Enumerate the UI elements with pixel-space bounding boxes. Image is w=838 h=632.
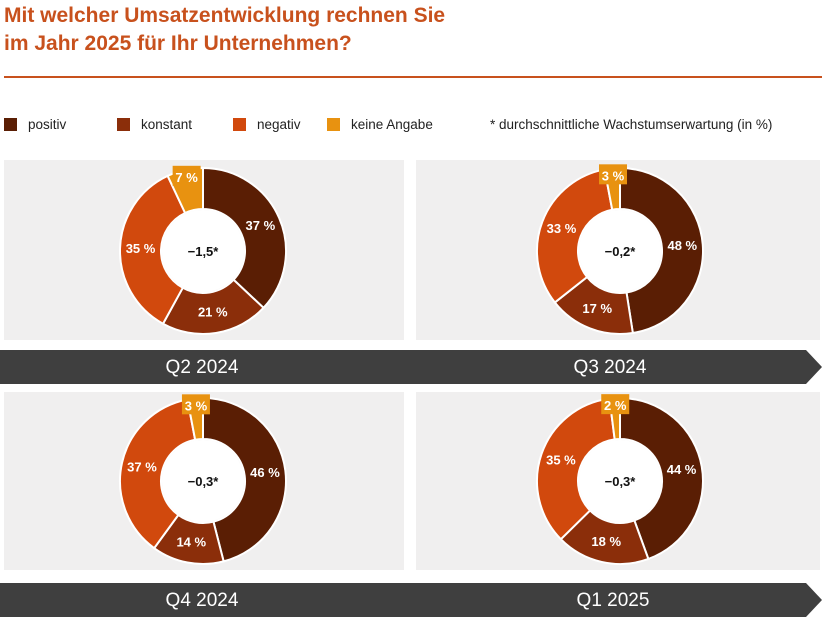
- legend-note: * durchschnittliche Wachstumserwartung (…: [490, 117, 773, 132]
- center-label-q1-2025: −0,3*: [605, 474, 637, 489]
- value-label-q4-2024-konstant: 14 %: [176, 534, 206, 549]
- legend-item-negativ: negativ: [233, 117, 301, 132]
- legend-label-positiv: positiv: [28, 117, 67, 132]
- panel-q2-2024: 37 % 21 % 35 % 7 % −1,5*: [4, 160, 404, 340]
- label-bg-q4-2024-keine-angabe: [181, 394, 210, 415]
- donut-q1-2025: 44 % 18 % 35 % 2 % −0,3*: [536, 394, 704, 565]
- donut-hole-q4-2024: [162, 440, 244, 522]
- period-band-bottom-arrow: [0, 583, 822, 617]
- title-line-2: im Jahr 2025 für Ihr Unternehmen?: [4, 32, 352, 55]
- value-label-q4-2024-negativ: 37 %: [127, 459, 157, 474]
- value-label-q4-2024-positiv: 46 %: [250, 465, 280, 480]
- value-label-q1-2025-negativ: 35 %: [546, 453, 576, 468]
- period-band-top-arrow: [0, 350, 822, 384]
- period-label-q3-2024: Q3 2024: [573, 357, 647, 378]
- value-label-q3-2024-negativ: 33 %: [547, 221, 577, 236]
- title-divider: [4, 76, 822, 78]
- center-label-q4-2024: −0,3*: [188, 474, 220, 489]
- legend-swatch-negativ: [233, 118, 246, 131]
- chart-title: Mit welcher Umsatzentwicklung rechnen Si…: [4, 2, 824, 58]
- value-label-q1-2025-keine-angabe: 2 %: [604, 398, 627, 413]
- slice-q2-2024-positiv: [202, 166, 287, 310]
- value-label-q4-2024-keine-angabe: 3 %: [185, 398, 208, 413]
- value-label-q1-2025-konstant: 18 %: [591, 534, 621, 549]
- panel-q1-2025: 44 % 18 % 35 % 2 % −0,3*: [416, 392, 820, 570]
- title-line-1: Mit welcher Umsatzentwicklung rechnen Si…: [4, 4, 446, 27]
- period-label-q2-2024: Q2 2024: [165, 357, 239, 378]
- period-band-bottom: Q4 2024 Q1 2025: [0, 583, 822, 617]
- panel-q4-2024: 46 % 14 % 37 % 3 % −0,3*: [4, 392, 404, 570]
- center-label-q3-2024: −0,2*: [605, 244, 637, 259]
- value-label-q1-2025-positiv: 44 %: [667, 462, 697, 477]
- legend-label-negativ: negativ: [257, 117, 301, 132]
- donut-hole-q1-2025: [579, 440, 661, 522]
- slice-q1-2025-positiv: [619, 396, 704, 561]
- slice-q4-2024-negativ: [119, 398, 197, 550]
- value-label-q2-2024-konstant: 21 %: [198, 305, 228, 320]
- slice-q1-2025-negativ: [536, 397, 616, 541]
- period-band-top: Q2 2024 Q3 2024: [0, 350, 822, 384]
- donut-q3-2024: 48 % 17 % 33 % 3 % −0,2*: [536, 164, 704, 335]
- label-bg-q3-2024-keine-angabe: [599, 164, 628, 185]
- value-label-q3-2024-positiv: 48 %: [667, 238, 697, 253]
- legend-item-positiv: positiv: [4, 117, 66, 132]
- legend: positiv konstant negativ keine Angabe * …: [0, 117, 838, 137]
- slice-q3-2024-positiv: [619, 166, 704, 335]
- legend-label-konstant: konstant: [141, 117, 193, 132]
- slice-q2-2024-negativ: [119, 174, 187, 326]
- slice-q4-2024-positiv: [202, 396, 287, 563]
- donut-hole-q2-2024: [162, 210, 244, 292]
- value-label-q2-2024-positiv: 37 %: [246, 218, 276, 233]
- label-bg-q1-2025-keine-angabe: [601, 394, 630, 415]
- legend-item-keine-angabe: keine Angabe: [327, 117, 433, 132]
- value-label-q2-2024-negativ: 35 %: [126, 241, 156, 256]
- legend-label-keine-angabe: keine Angabe: [351, 117, 433, 132]
- value-label-q3-2024-konstant: 17 %: [582, 301, 612, 316]
- donut-q2-2024: 37 % 21 % 35 % 7 % −1,5*: [119, 165, 287, 335]
- legend-swatch-keine-angabe: [327, 118, 340, 131]
- period-label-q4-2024: Q4 2024: [165, 590, 239, 611]
- panel-q3-2024: 48 % 17 % 33 % 3 % −0,2*: [416, 160, 820, 340]
- period-label-q1-2025: Q1 2025: [576, 590, 650, 611]
- center-label-q2-2024: −1,5*: [188, 244, 220, 259]
- legend-swatch-konstant: [117, 118, 130, 131]
- donut-hole-q3-2024: [579, 210, 661, 292]
- legend-swatch-positiv: [4, 118, 17, 131]
- value-label-q3-2024-keine-angabe: 3 %: [602, 168, 625, 183]
- legend-item-konstant: konstant: [117, 117, 192, 132]
- label-bg-q2-2024-keine-angabe: [172, 165, 201, 186]
- slice-q3-2024-negativ: [536, 168, 614, 304]
- donut-q4-2024: 46 % 14 % 37 % 3 % −0,3*: [119, 394, 287, 565]
- value-label-q2-2024-keine-angabe: 7 %: [175, 170, 198, 185]
